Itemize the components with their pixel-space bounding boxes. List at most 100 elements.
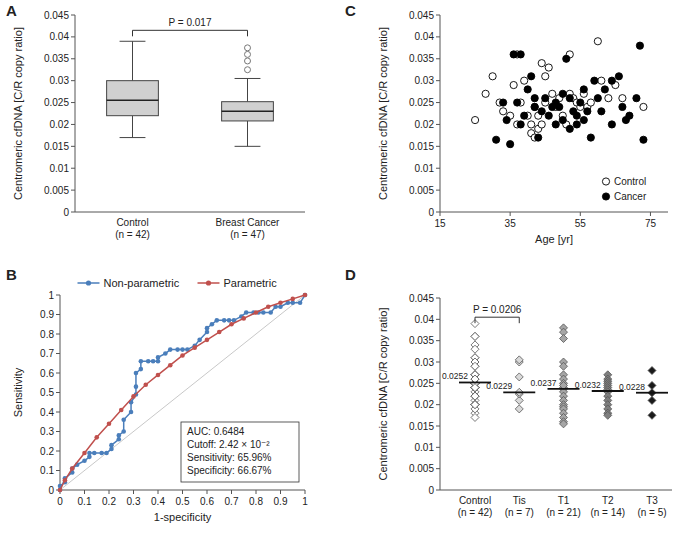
- y-tick: [71, 80, 75, 81]
- scatter-point: [633, 95, 640, 102]
- panel-label: C: [345, 2, 356, 19]
- series-marker: [117, 433, 122, 438]
- dot-marker: [471, 345, 479, 353]
- text-line: (n = 42): [115, 229, 150, 240]
- series-marker: [121, 429, 126, 434]
- scatter-point: [531, 103, 538, 110]
- scatter-point: [619, 95, 626, 102]
- series-marker: [99, 451, 104, 456]
- y-tick: [71, 15, 75, 16]
- y-tick: [436, 190, 440, 191]
- text-line: T2: [602, 495, 614, 506]
- y-tick: [436, 36, 440, 37]
- scatter-point: [594, 95, 601, 102]
- series-marker: [244, 310, 249, 315]
- y-tick-label: 0.04: [415, 314, 435, 325]
- y-tick: [436, 447, 440, 448]
- series-marker: [278, 301, 283, 306]
- annotation: AUC: 0.6484: [187, 426, 245, 437]
- y-axis-label: Centromeric cfDNA [C/R copy ratio]: [377, 27, 389, 200]
- scatter-point: [510, 51, 517, 58]
- y-tick: [71, 36, 75, 37]
- y-axis-label: Sensitivity: [12, 367, 24, 417]
- outlier: [245, 51, 251, 57]
- series-marker: [70, 466, 75, 471]
- y-tick: [71, 58, 75, 59]
- y-tick-label: 0.025: [44, 97, 69, 108]
- plot-area: [471, 38, 647, 148]
- y-tick-label: 0.5: [40, 387, 54, 398]
- y-tick: [436, 15, 440, 16]
- scatter-point: [538, 60, 545, 67]
- series-marker: [205, 338, 210, 343]
- legend-label: Non-parametric: [104, 277, 180, 289]
- dot-marker: [471, 392, 479, 400]
- x-tick-label: 35: [505, 218, 517, 229]
- y-tick-label: 0.02: [50, 119, 70, 130]
- series-marker: [146, 359, 151, 364]
- series-marker: [227, 318, 232, 323]
- y-tick-label: 0.015: [44, 141, 69, 152]
- x-tick: [84, 490, 85, 494]
- y-tick-label: 0.045: [409, 10, 434, 21]
- series-marker: [156, 373, 161, 378]
- scatter-point: [580, 116, 587, 123]
- y-tick-label: 0: [428, 485, 434, 496]
- scatter-point: [591, 77, 598, 84]
- series-marker: [180, 353, 185, 358]
- whisker: [132, 41, 133, 80]
- scatter-point: [517, 51, 524, 58]
- series-marker: [151, 359, 156, 364]
- y-tick-label: 0: [428, 207, 434, 218]
- dot-marker: [471, 362, 479, 370]
- text-line: (n = 5): [637, 507, 666, 518]
- series-marker: [163, 351, 168, 356]
- y-tick: [436, 146, 440, 147]
- series-marker: [129, 410, 134, 415]
- series-marker: [139, 359, 144, 364]
- scatter-point: [577, 99, 584, 106]
- y-tick-label: 0: [48, 485, 54, 496]
- dot-marker: [471, 401, 479, 409]
- y-tick-label: 0.005: [409, 185, 434, 196]
- series-marker: [92, 451, 97, 456]
- plot-area: [58, 293, 308, 493]
- x-tick: [650, 212, 651, 216]
- text-line: Breast Cancer: [216, 217, 281, 228]
- y-tick: [436, 362, 440, 363]
- scatter-point: [521, 77, 528, 84]
- series-marker: [119, 408, 124, 413]
- scatter-point: [528, 73, 535, 80]
- scatter-point: [587, 99, 594, 106]
- scatter-point: [605, 95, 612, 102]
- legend-marker: [206, 280, 211, 285]
- series-marker: [156, 355, 161, 360]
- y-tick: [436, 490, 440, 491]
- y-tick: [71, 124, 75, 125]
- series-marker: [303, 293, 308, 298]
- dot-marker: [560, 335, 568, 343]
- series-marker: [210, 322, 215, 327]
- outlier: [245, 45, 251, 51]
- scatter-point: [542, 95, 549, 102]
- whisker: [247, 121, 248, 146]
- y-tick-label: 0.01: [415, 163, 435, 174]
- x-tick: [440, 212, 441, 216]
- text-line: (n = 14): [590, 507, 625, 518]
- scatter-point: [626, 112, 633, 119]
- series-line: [60, 295, 305, 490]
- x-tick-label: 0.8: [249, 496, 263, 507]
- dot-marker: [471, 401, 479, 409]
- whisker-cap: [235, 78, 261, 79]
- series-marker: [82, 451, 87, 456]
- series-marker: [82, 458, 87, 463]
- x-tick-label: 0.7: [225, 496, 239, 507]
- y-tick-label: 0.005: [409, 463, 434, 474]
- x-tick: [231, 490, 232, 494]
- scatter-point: [471, 116, 478, 123]
- text-line: Tis: [513, 495, 526, 506]
- y-tick-label: 0.03: [415, 75, 435, 86]
- y-tick: [436, 58, 440, 59]
- scatter-point: [552, 121, 559, 128]
- x-tick-label: 0.5: [176, 496, 190, 507]
